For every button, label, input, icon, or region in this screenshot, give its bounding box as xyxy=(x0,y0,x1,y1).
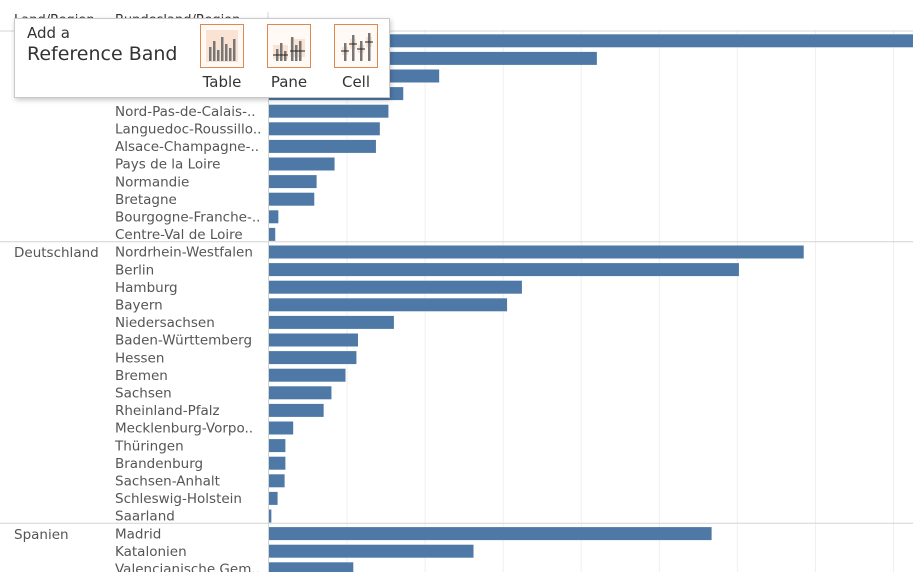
bar[interactable] xyxy=(269,104,389,118)
region-label[interactable]: Sachsen-Anhalt xyxy=(115,474,220,490)
region-label[interactable]: Bourgogne-Franche-.. xyxy=(115,210,260,226)
region-label[interactable]: Sachsen xyxy=(115,386,172,402)
table-scope-icon xyxy=(200,24,244,68)
bar[interactable] xyxy=(269,157,335,171)
region-label[interactable]: Brandenburg xyxy=(115,456,203,472)
bar[interactable] xyxy=(269,491,278,505)
bar[interactable] xyxy=(269,527,712,541)
bar[interactable] xyxy=(269,368,346,382)
bar[interactable] xyxy=(269,280,522,294)
bar[interactable] xyxy=(269,34,913,48)
bar[interactable] xyxy=(269,315,394,329)
bar[interactable] xyxy=(269,139,376,153)
bar[interactable] xyxy=(269,421,294,435)
region-label[interactable]: Centre-Val de Loire xyxy=(115,227,243,243)
country-label[interactable]: Deutschland xyxy=(14,245,99,261)
region-label[interactable]: Baden-Württemberg xyxy=(115,333,252,349)
table-target-label: Table xyxy=(202,73,242,91)
pane-target-label: Pane xyxy=(270,73,308,91)
bar[interactable] xyxy=(269,439,286,453)
cell-target-label: Cell xyxy=(341,73,371,91)
bar[interactable] xyxy=(269,562,354,572)
row-labels: Nord-Pas-de-Calais-.. Languedoc-Roussillo… xyxy=(14,104,261,572)
bar[interactable] xyxy=(269,509,272,523)
region-label[interactable]: Languedoc-Roussillo.. xyxy=(115,122,261,138)
bar[interactable] xyxy=(269,192,315,206)
country-label[interactable]: Spanien xyxy=(14,527,69,543)
bars xyxy=(269,34,913,572)
region-label[interactable]: Valencianische Gem.. xyxy=(115,562,260,572)
bar[interactable] xyxy=(269,210,279,224)
bar[interactable] xyxy=(269,122,380,136)
popup-title-line1: Add a xyxy=(27,24,71,42)
region-label[interactable]: Niedersachsen xyxy=(115,315,215,331)
gridlines xyxy=(268,30,894,572)
region-label[interactable]: Bretagne xyxy=(115,192,177,208)
region-label[interactable]: Schleswig-Holstein xyxy=(115,491,242,507)
bar[interactable] xyxy=(269,245,804,259)
region-label[interactable]: Nord-Pas-de-Calais-.. xyxy=(115,104,256,120)
pane-drop-target[interactable]: Pane xyxy=(259,24,319,91)
popup-title: Add a Reference Band xyxy=(27,24,178,66)
table-drop-target[interactable]: Table xyxy=(192,24,252,91)
bar[interactable] xyxy=(269,333,358,347)
region-label[interactable]: Thüringen xyxy=(114,438,184,454)
bar[interactable] xyxy=(269,474,285,488)
bar[interactable] xyxy=(269,456,286,470)
region-label[interactable]: Rheinland-Pfalz xyxy=(115,403,220,419)
region-label[interactable]: Berlin xyxy=(115,262,154,278)
region-label[interactable]: Nordrhein-Westfalen xyxy=(115,245,253,261)
region-label[interactable]: Pays de la Loire xyxy=(115,157,220,173)
bar[interactable] xyxy=(269,298,508,312)
pane-scope-icon xyxy=(267,24,311,68)
region-label[interactable]: Bremen xyxy=(115,368,168,384)
bar[interactable] xyxy=(269,403,324,417)
region-label[interactable]: Alsace-Champagne-.. xyxy=(115,139,259,155)
reference-band-drop-popup: Add a Reference Band Table xyxy=(14,18,390,98)
region-label[interactable]: Katalonien xyxy=(115,544,187,560)
region-label[interactable]: Hamburg xyxy=(115,280,178,296)
region-label[interactable]: Saarland xyxy=(115,509,175,525)
bar[interactable] xyxy=(269,351,357,365)
region-label[interactable]: Madrid xyxy=(115,526,161,542)
popup-title-line2: Reference Band xyxy=(27,43,178,66)
bar[interactable] xyxy=(269,386,332,400)
cell-scope-icon xyxy=(334,24,378,68)
region-label[interactable]: Normandie xyxy=(115,174,189,190)
region-label[interactable]: Bayern xyxy=(115,298,163,314)
region-label[interactable]: Mecklenburg-Vorpo.. xyxy=(115,421,253,437)
cell-drop-target[interactable]: Cell xyxy=(326,24,386,91)
bar[interactable] xyxy=(269,227,276,241)
bar[interactable] xyxy=(269,263,739,277)
region-label[interactable]: Hessen xyxy=(115,350,164,366)
bar[interactable] xyxy=(269,175,317,189)
bar[interactable] xyxy=(269,544,474,558)
